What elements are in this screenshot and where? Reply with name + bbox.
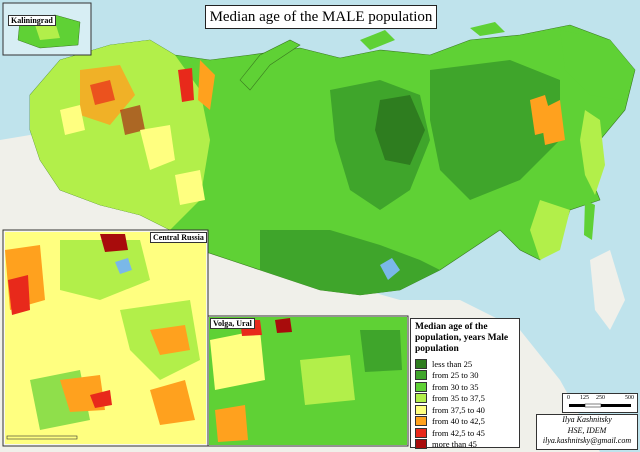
- volga-yellow-2: [300, 355, 355, 405]
- primorye: [530, 200, 570, 260]
- legend-item: more than 45: [415, 439, 515, 451]
- legend: Median age of the population, years Male…: [410, 318, 520, 451]
- neighbour-land-japan: [590, 250, 625, 330]
- scale-tick-125: 125: [580, 395, 589, 401]
- legend-item: from 35 to 37,5: [415, 393, 515, 405]
- legend-label: less than 25: [432, 358, 473, 369]
- legend-title: Median age of the population, years Male…: [415, 322, 509, 354]
- legend-swatch: [415, 439, 427, 450]
- west-patch-4: [60, 105, 85, 135]
- scale-bar: 0 125 250 500: [562, 393, 638, 413]
- new-siberian-islands: [470, 22, 505, 36]
- irkutsk-patch: [530, 95, 555, 135]
- volga-yellow-1: [210, 330, 265, 390]
- volga-orange-1: [215, 405, 248, 442]
- legend-item: from 37,5 to 40: [415, 404, 515, 416]
- legend-swatch: [415, 358, 427, 369]
- legend-label: from 35 to 37,5: [432, 393, 485, 404]
- volga-red-2: [275, 318, 292, 333]
- novaya-zemlya: [239, 39, 301, 91]
- sakhalin: [584, 200, 595, 240]
- map-title: Median age of the MALE population: [205, 5, 437, 29]
- legend-label: from 40 to 42,5: [432, 416, 485, 427]
- central-orange-2: [150, 325, 190, 355]
- legend-item: less than 25: [415, 358, 515, 370]
- west-patch-5: [140, 125, 175, 170]
- legend-item: from 25 to 30: [415, 370, 515, 382]
- central-red-1: [8, 275, 30, 315]
- legend-label: from 25 to 30: [432, 370, 479, 381]
- central-darkred-1: [100, 234, 128, 252]
- kamchatka: [580, 110, 605, 195]
- legend-label: from 30 to 35: [432, 381, 479, 392]
- credit-affiliation: HSE, IDEM: [567, 425, 607, 435]
- central-green-1: [60, 240, 150, 300]
- author-credit: Ilya Kashnitsky HSE, IDEM ilya.kashnitsk…: [536, 414, 638, 450]
- legend-swatch: [415, 416, 427, 427]
- central-scalebar: [6, 435, 78, 440]
- evenkia: [375, 95, 425, 165]
- legend-label: more than 45: [432, 439, 477, 450]
- scale-tick-0: 0: [567, 395, 570, 401]
- credit-email: ilya.kashnitsky@gmail.com: [542, 436, 632, 445]
- chukotka: [560, 30, 635, 100]
- legend-swatch: [415, 393, 427, 404]
- inset-label-volga: Volga, Ural: [210, 318, 255, 329]
- legend-swatch: [415, 404, 427, 415]
- scale-bar-graphic: [569, 403, 631, 408]
- legend-item: from 40 to 42,5: [415, 416, 515, 428]
- central-lake: [115, 258, 132, 274]
- kaliningrad-patch: [35, 22, 60, 40]
- legend-label: from 37,5 to 40: [432, 404, 485, 415]
- urals-patch: [175, 170, 205, 205]
- severnaya-zemlya: [360, 30, 395, 50]
- west-patch-3: [120, 105, 145, 135]
- inset-label-kaliningrad: Kaliningrad: [8, 15, 56, 26]
- baikal: [380, 258, 400, 280]
- legend-swatch: [415, 381, 427, 392]
- west-patch-6: [198, 60, 215, 110]
- south-siberia: [260, 230, 440, 295]
- legend-item: from 42,5 to 45: [415, 427, 515, 439]
- legend-item: from 30 to 35: [415, 381, 515, 393]
- yakutia: [430, 60, 560, 200]
- legend-swatch: [415, 370, 427, 381]
- european-russia: [30, 40, 210, 230]
- komi-red: [178, 68, 194, 102]
- inset-label-central: Central Russia: [150, 232, 207, 243]
- legend-label: from 42,5 to 45: [432, 427, 485, 438]
- scale-tick-250: 250: [596, 395, 605, 401]
- central-orange-4: [150, 380, 195, 425]
- west-patch-2: [90, 80, 115, 105]
- legend-swatch: [415, 427, 427, 438]
- central-red-2: [90, 390, 112, 408]
- scale-tick-500: 500: [625, 395, 634, 401]
- credit-name: Ilya Kashnitsky: [562, 415, 612, 424]
- volga-green-dark: [360, 330, 402, 372]
